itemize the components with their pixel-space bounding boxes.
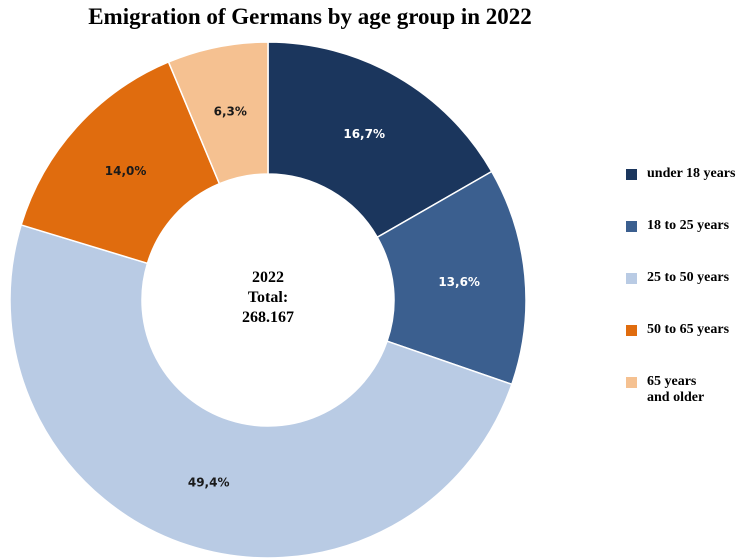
- center-label-total-value: 268.167: [242, 309, 294, 326]
- chart-title: Emigration of Germans by age group in 20…: [88, 4, 532, 29]
- legend-label: 50 to 65 years: [647, 322, 730, 337]
- center-label-total-caption: Total:: [248, 289, 288, 306]
- slice-50-to-65-years: [20, 60, 221, 265]
- legend-label: 65 years and older: [647, 374, 705, 405]
- legend-item-under-18-years: under 18 years: [626, 166, 735, 182]
- legend-swatch: [626, 377, 637, 388]
- data-label-50-to-65-years: 14,0%: [105, 164, 147, 178]
- legend-swatch: [626, 169, 637, 180]
- legend-item-50-to-65-years: 50 to 65 years: [626, 322, 729, 338]
- legend-swatch: [626, 273, 637, 284]
- legend-swatch: [626, 325, 637, 336]
- slice-25-to-50-years: [9, 223, 513, 558]
- donut-slices: [9, 41, 527, 558]
- data-label-65-years-and-older: 6,3%: [214, 105, 247, 119]
- data-label-under-18-years: 16,7%: [343, 127, 385, 141]
- data-label-25-to-50-years: 49,4%: [188, 476, 230, 490]
- legend-label: under 18 years: [647, 166, 736, 181]
- legend-item-25-to-50-years: 25 to 50 years: [626, 270, 729, 286]
- legend-item-18-to-25-years: 18 to 25 years: [626, 218, 729, 234]
- data-label-18-to-25-years: 13,6%: [438, 275, 480, 289]
- center-label-year: 2022: [252, 269, 284, 286]
- legend-item-65-years-and-older: 65 years and older: [626, 374, 704, 406]
- slice-65-years-and-older: [167, 41, 269, 185]
- legend-swatch: [626, 221, 637, 232]
- legend-label: 18 to 25 years: [647, 218, 730, 233]
- slice-under-18-years: [267, 41, 493, 239]
- slice-18-to-25-years: [376, 170, 527, 386]
- slice-labels: 16,7% 13,6% 49,4% 14,0% 6,3%: [105, 105, 480, 490]
- legend-label: 25 to 50 years: [647, 270, 730, 285]
